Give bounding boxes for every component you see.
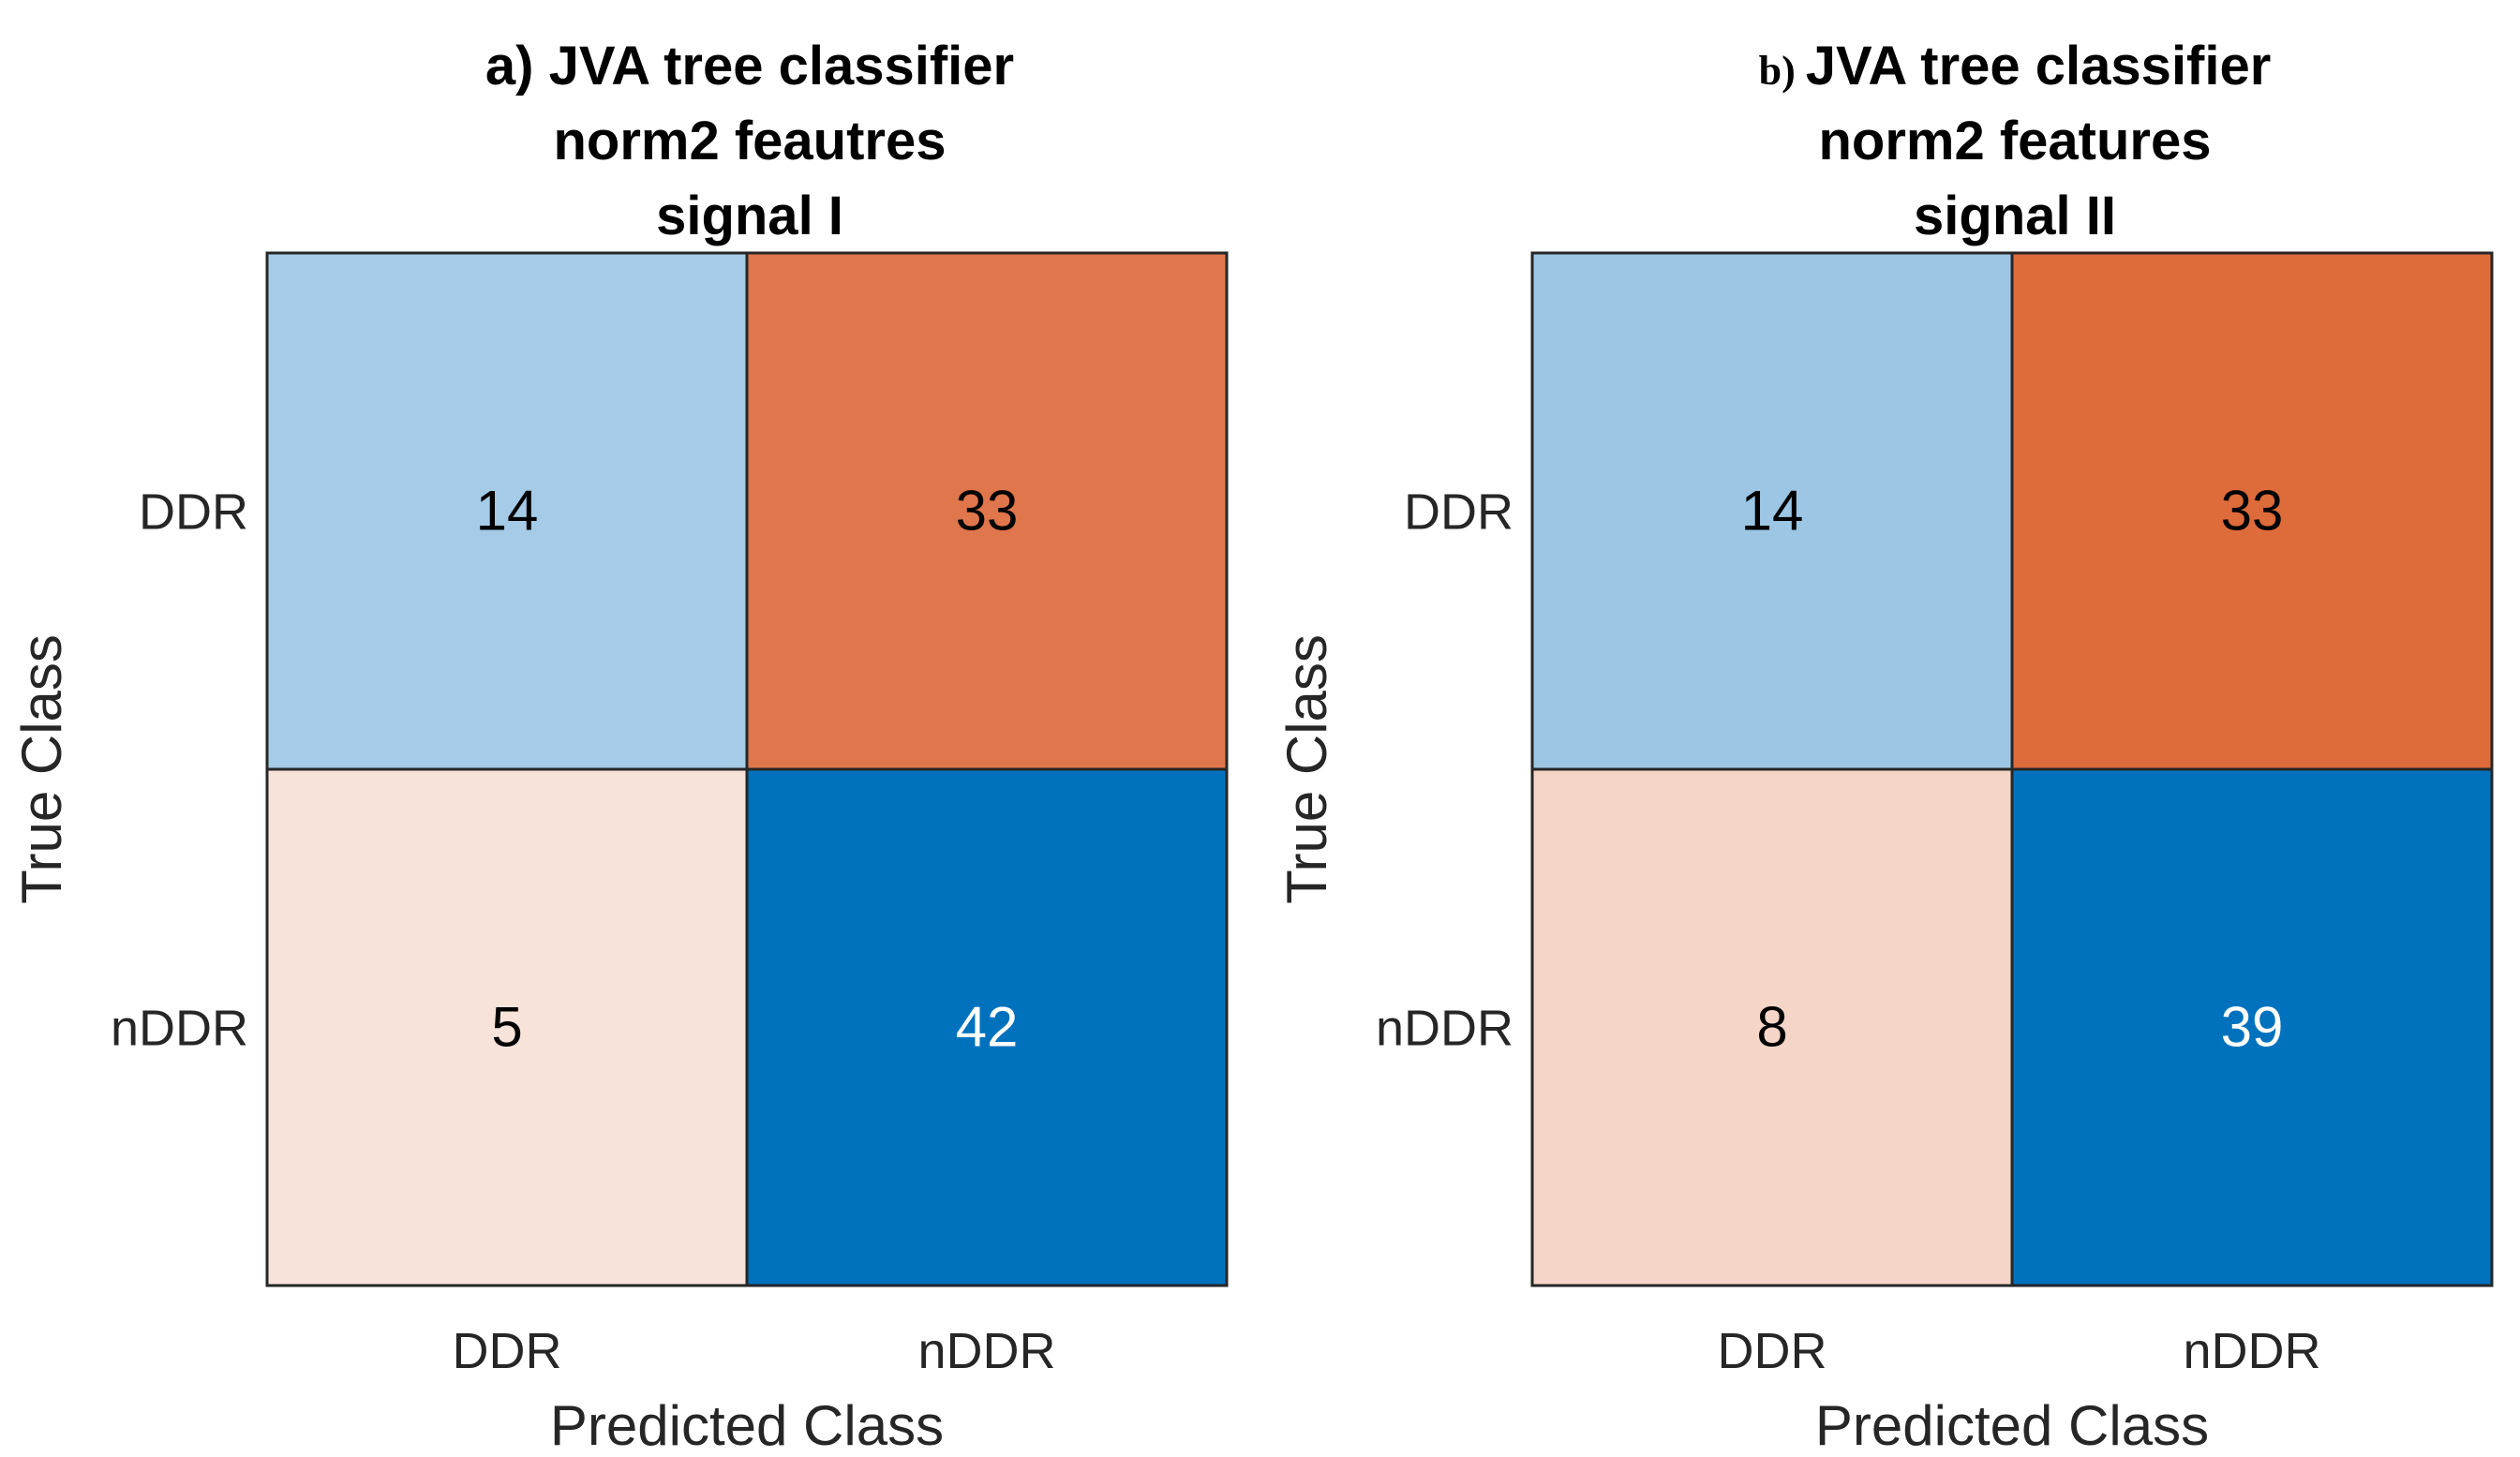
title-text: JVA tree classifier: [1806, 36, 2272, 97]
y-tick-label: nDDR: [111, 1001, 248, 1057]
chart-title-line: norm2 feautres: [553, 111, 946, 171]
cell-value-label: 42: [956, 996, 1019, 1059]
chart-title-line: norm2 features: [1818, 111, 2211, 171]
panel-letter: b): [1759, 48, 1806, 94]
x-tick-label: nDDR: [2183, 1323, 2320, 1379]
matrix-cell-nDDR-DDR: [265, 767, 749, 1287]
chart-title-line: b) JVA tree classifier: [1759, 36, 2272, 97]
y-axis-label: True Class: [10, 634, 73, 904]
y-tick-label: nDDR: [1376, 1001, 1513, 1057]
x-tick-label: nDDR: [917, 1323, 1055, 1379]
matrix-cell-DDR-nDDR: [2010, 251, 2494, 771]
y-tick-label: DDR: [1404, 484, 1513, 541]
x-axis-label: Predicted Class: [1815, 1394, 2209, 1457]
chart-title-line: signal II: [1914, 186, 2116, 246]
confusion-matrix-panel-a: a) JVA tree classifier norm2 feautres sign…: [10, 36, 1229, 1457]
matrix-cell-nDDR-DDR: [1530, 767, 2014, 1287]
cell-value-label: 14: [1741, 480, 1804, 543]
matrix-cell-nDDR-nDDR: [745, 767, 1229, 1287]
matrix-cell-DDR-nDDR: [745, 251, 1229, 771]
x-tick-label: DDR: [453, 1323, 562, 1379]
y-tick-label: DDR: [139, 484, 248, 541]
cell-value-label: 39: [2221, 996, 2284, 1059]
cell-value-label: 14: [476, 480, 539, 543]
chart-title: a) JVA tree classifier norm2 feautres sign…: [485, 36, 1014, 246]
cell-value-label: 8: [1756, 996, 1787, 1059]
x-tick-label: DDR: [1718, 1323, 1827, 1379]
chart-title-line: a) JVA tree classifier: [485, 36, 1014, 97]
chart-title: b) JVA tree classifier norm2 features sign…: [1759, 36, 2272, 246]
matrix-cell-DDR-DDR: [1530, 251, 2014, 771]
title-text: JVA tree classifier: [549, 36, 1015, 97]
cell-value-label: 5: [491, 996, 522, 1059]
cell-value-label: 33: [956, 480, 1019, 543]
y-axis-label: True Class: [1275, 634, 1338, 904]
matrix-cell-nDDR-nDDR: [2010, 767, 2494, 1287]
matrix-cell-DDR-DDR: [265, 251, 749, 771]
panel-letter: a): [485, 36, 549, 97]
confusion-matrix-panel-b: b) JVA tree classifier norm2 features sign…: [1275, 36, 2494, 1457]
chart-title-line: signal I: [656, 186, 843, 246]
x-axis-label: Predicted Class: [550, 1394, 944, 1457]
cell-value-label: 33: [2221, 480, 2284, 543]
